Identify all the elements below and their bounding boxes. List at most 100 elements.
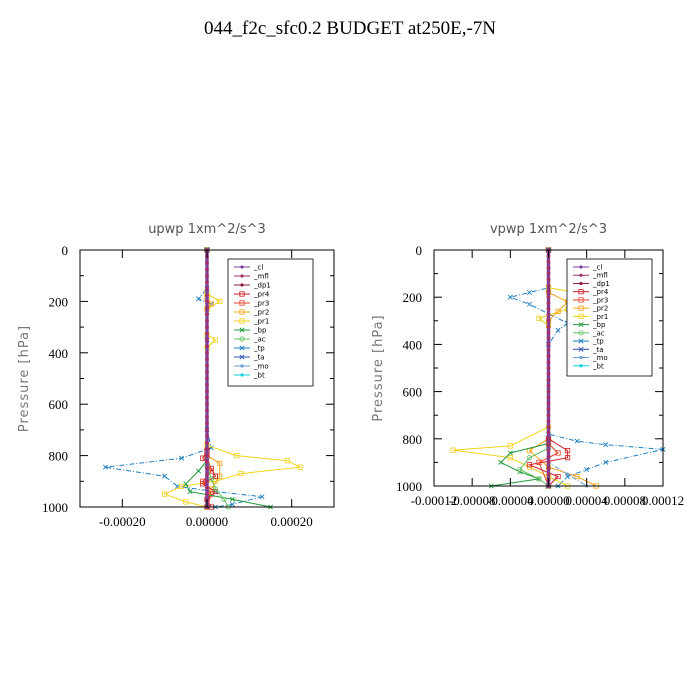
legend-label: _mfl <box>592 272 608 280</box>
zero-marker <box>205 370 209 374</box>
zero-marker <box>205 305 209 310</box>
y-tick-label: 1000 <box>396 479 422 494</box>
zero-line-stack <box>546 248 551 488</box>
legend-label: _pr1 <box>253 318 269 326</box>
zero-marker <box>546 442 551 447</box>
y-tick-label: 800 <box>403 432 423 447</box>
legend-entry: _mfl <box>234 273 269 281</box>
zero-marker <box>546 342 551 347</box>
legend-entry: _dp1 <box>573 280 610 288</box>
legend-entry: _dp1 <box>234 282 271 290</box>
zero-marker <box>205 389 209 394</box>
zero-marker <box>205 415 209 419</box>
zero-marker <box>546 354 551 359</box>
legend-entry: _tp <box>234 345 265 353</box>
zero-marker <box>546 460 551 465</box>
legend-entry: _cl <box>573 264 602 272</box>
panel-title: upwp 1xm^2/s^3 <box>148 222 266 237</box>
legend-entry: _mo <box>234 363 269 371</box>
zero-marker <box>546 466 551 471</box>
zero-marker <box>546 377 551 382</box>
zero-marker <box>546 330 551 335</box>
legend-label: _bp <box>592 321 606 329</box>
x-tick-label: -0.00020 <box>99 514 146 529</box>
y-axis-label: Pressure [hPa] <box>17 325 32 432</box>
zero-marker <box>205 357 209 362</box>
zero-marker <box>205 472 209 477</box>
zero-marker <box>205 408 209 413</box>
legend-label: _pr3 <box>592 296 608 304</box>
zero-marker <box>546 436 551 441</box>
legend-entry: _ac <box>234 336 266 344</box>
legend-label: _ta <box>592 346 604 354</box>
legend-label: _pr4 <box>592 288 609 296</box>
legend-label: _ac <box>253 336 266 344</box>
y-tick-label: 600 <box>49 397 69 412</box>
zero-marker <box>205 338 209 342</box>
legend-label: _bp <box>253 327 267 335</box>
series-line <box>548 250 587 487</box>
zero-marker <box>546 259 551 264</box>
zero-marker <box>205 318 209 323</box>
zero-marker <box>205 267 209 272</box>
zero-marker <box>205 325 209 329</box>
zero-marker <box>546 336 551 341</box>
legend-label: _cl <box>592 264 602 272</box>
legend-label: _pr2 <box>253 309 269 317</box>
legend-label: _pr3 <box>253 300 269 308</box>
zero-marker <box>546 307 551 311</box>
legend-label: _mo <box>253 363 269 371</box>
legend-entry: _mo <box>573 354 608 362</box>
y-axis-label: Pressure [hPa] <box>371 314 386 421</box>
zero-marker <box>205 453 209 458</box>
zero-marker <box>546 407 551 412</box>
zero-marker <box>205 286 209 291</box>
zero-marker <box>546 277 551 282</box>
legend-label: _dp1 <box>592 280 610 288</box>
zero-marker <box>546 295 551 300</box>
y-tick-label: 1000 <box>42 500 68 515</box>
y-tick-label: 200 <box>49 294 69 309</box>
legend-entry: _bp <box>234 327 267 335</box>
x-tick-label: 0.00004 <box>566 493 609 508</box>
zero-marker <box>205 479 209 484</box>
legend-entry: _pr3 <box>573 296 608 304</box>
zero-marker <box>205 447 209 452</box>
legend-label: _ac <box>592 329 605 337</box>
series-line <box>491 250 549 487</box>
zero-marker <box>546 289 551 294</box>
legend-entry: _ac <box>573 329 605 337</box>
y-tick-label: 200 <box>403 290 423 305</box>
legend-label: _tp <box>253 345 265 353</box>
legend-entry: _ta <box>573 346 604 354</box>
chart-panel-2: vpwp 1xm^2/s^3 Pressure [hPa] 0 200 400 600 80… <box>371 222 684 508</box>
zero-marker <box>546 301 551 305</box>
legend-entry: _tp <box>573 338 604 346</box>
legend-entry: _pr4 <box>573 288 609 296</box>
zero-marker <box>205 434 209 439</box>
zero-marker <box>205 280 209 285</box>
zero-marker <box>546 366 551 370</box>
y-tick-label: 400 <box>49 346 69 361</box>
y-tick-label: 0 <box>62 243 69 258</box>
legend-label: _mfl <box>253 273 269 281</box>
panel-title: vpwp 1xm^2/s^3 <box>490 222 607 237</box>
zero-marker <box>205 299 209 304</box>
legend-label: _mo <box>592 354 608 362</box>
y-tick-label: 600 <box>403 385 423 400</box>
zero-marker <box>205 376 209 381</box>
x-tick-label: 0.00020 <box>271 514 313 529</box>
x-tick-label: 0.00008 <box>604 493 646 508</box>
zero-marker <box>205 460 209 464</box>
legend-label: _ta <box>253 354 265 362</box>
zero-marker <box>546 360 551 364</box>
legend-entry: _pr2 <box>573 305 608 313</box>
zero-marker <box>205 402 209 407</box>
legend-entry: _bt <box>573 362 604 370</box>
legend-label: _bt <box>253 372 265 380</box>
zero-marker <box>546 389 551 394</box>
series-ac <box>517 247 552 489</box>
legend-label: _pr2 <box>592 305 608 313</box>
zero-marker <box>205 466 209 471</box>
legend-entry: _pr2 <box>234 309 269 317</box>
